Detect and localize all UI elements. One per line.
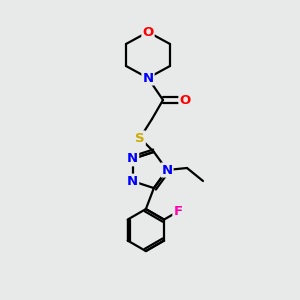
Text: S: S [135, 131, 145, 145]
Text: N: N [127, 175, 138, 188]
Text: F: F [173, 205, 182, 218]
Text: O: O [142, 26, 154, 38]
Text: N: N [127, 152, 138, 165]
Text: N: N [161, 164, 172, 176]
Text: N: N [142, 71, 154, 85]
Text: O: O [179, 94, 191, 106]
